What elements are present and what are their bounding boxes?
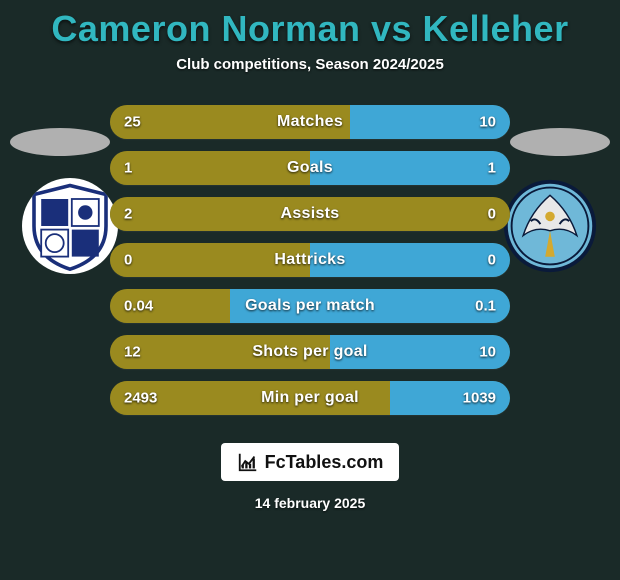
player-right-ellipse (510, 128, 610, 156)
stat-value-right: 10 (479, 114, 496, 131)
stat-label: Min per goal (261, 389, 359, 407)
chart-icon (237, 451, 259, 473)
stat-value-right: 1 (488, 160, 496, 177)
stat-label: Shots per goal (252, 343, 367, 361)
eagle-badge-icon (502, 178, 598, 274)
stat-value-right: 1039 (463, 390, 496, 407)
team-left-badge (22, 178, 118, 274)
stat-row: 12 10 Shots per goal (110, 335, 510, 369)
stat-value-left: 2 (124, 206, 132, 223)
stat-label: Matches (277, 113, 343, 131)
stats-container: 25 10 Matches 1 1 Goals 2 0 Assists 0 0 Hattricks 0.… (110, 105, 510, 415)
stat-row: 2 0 Assists (110, 197, 510, 231)
stat-row: 2493 1039 Min per goal (110, 381, 510, 415)
stat-row: 0 0 Hattricks (110, 243, 510, 277)
player-left-ellipse (10, 128, 110, 156)
stat-value-left: 25 (124, 114, 141, 131)
shield-icon (25, 181, 115, 271)
stat-label: Goals (287, 159, 333, 177)
stat-value-left: 0 (124, 252, 132, 269)
stat-label: Hattricks (274, 251, 345, 269)
team-right-badge (502, 178, 598, 274)
subtitle: Club competitions, Season 2024/2025 (176, 56, 444, 73)
bar-right (310, 151, 510, 185)
main-content: Cameron Norman vs Kelleher Club competit… (0, 0, 620, 580)
stat-value-left: 0.04 (124, 298, 153, 315)
stat-value-right: 10 (479, 344, 496, 361)
stat-value-right: 0.1 (475, 298, 496, 315)
bar-left (110, 151, 310, 185)
site-name: FcTables.com (265, 452, 384, 473)
stat-label: Assists (280, 205, 339, 223)
site-logo[interactable]: FcTables.com (221, 443, 400, 481)
stat-value-left: 2493 (124, 390, 157, 407)
stat-label: Goals per match (245, 297, 375, 315)
stat-value-right: 0 (488, 206, 496, 223)
page-title: Cameron Norman vs Kelleher (51, 8, 568, 50)
stat-row: 25 10 Matches (110, 105, 510, 139)
stat-value-right: 0 (488, 252, 496, 269)
stat-row: 0.04 0.1 Goals per match (110, 289, 510, 323)
stat-value-left: 12 (124, 344, 141, 361)
footer-date: 14 february 2025 (255, 495, 366, 511)
stat-value-left: 1 (124, 160, 132, 177)
stat-row: 1 1 Goals (110, 151, 510, 185)
